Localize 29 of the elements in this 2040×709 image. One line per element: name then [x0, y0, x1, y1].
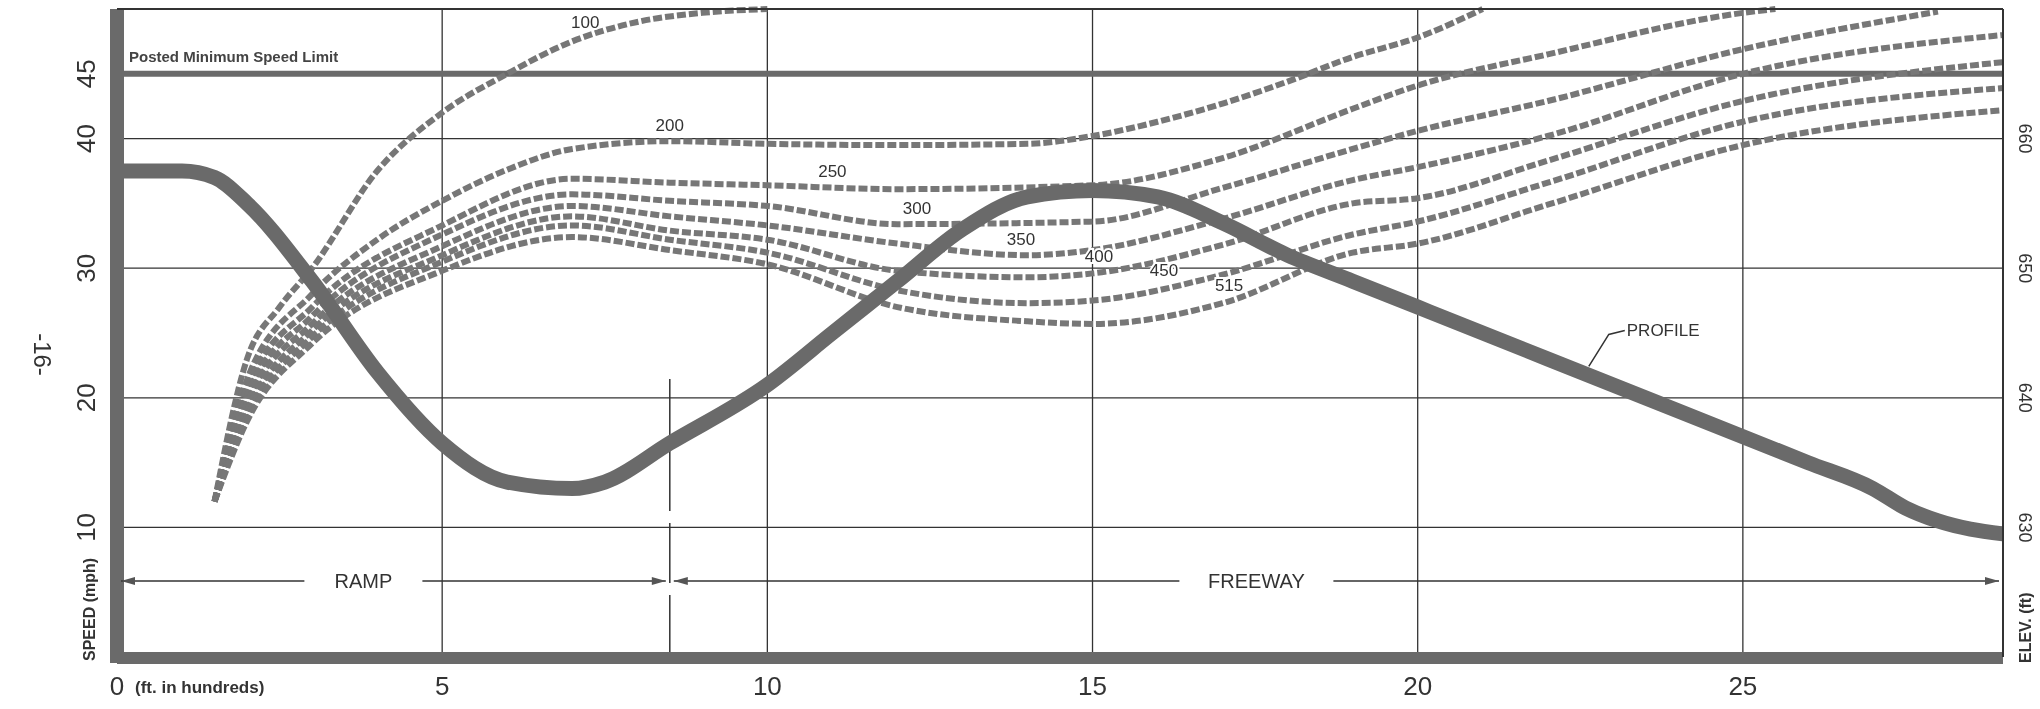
annotation: FREEWAY: [1208, 570, 1305, 592]
x-tick-label: 15: [1078, 671, 1107, 701]
y2-tick-label: 660: [2015, 123, 2035, 154]
y2-axis-title: ELEV. (ft): [2017, 592, 2034, 663]
y-tick-label: 10: [71, 512, 101, 542]
series-label: 200: [655, 116, 684, 136]
text: -16-: [29, 333, 56, 376]
annotation: RAMP: [334, 570, 393, 592]
x-tick-label: 10: [752, 671, 782, 701]
y-axis-title: SPEED (mph): [81, 557, 98, 661]
x-tick-label: 5: [434, 671, 450, 701]
y-tick-label: 40: [71, 124, 101, 154]
y2-tick-label: 650: [2015, 253, 2035, 284]
series-label: 300: [902, 198, 932, 218]
series-label: 515: [1214, 275, 1244, 295]
ref-line-label: Posted Minimum Speed Limit: [129, 47, 339, 65]
series-label: 100: [571, 12, 600, 32]
series-label: 250: [818, 162, 847, 182]
x-tick-label: 0: [109, 671, 125, 701]
y-tick-label: 45: [71, 59, 101, 89]
x-tick-label: 25: [1728, 671, 1758, 701]
y-tick-label: 20: [71, 383, 101, 413]
y2-tick-label: 630: [2015, 512, 2035, 543]
series-label: 350: [1006, 229, 1036, 249]
y2-tick-label: 640: [2015, 382, 2035, 413]
x-tick-label: 20: [1403, 671, 1433, 701]
y-tick-label: 30: [71, 253, 101, 283]
x-axis-title: (ft. in hundreds): [135, 678, 265, 697]
text: PROFILE: [1626, 321, 1700, 341]
